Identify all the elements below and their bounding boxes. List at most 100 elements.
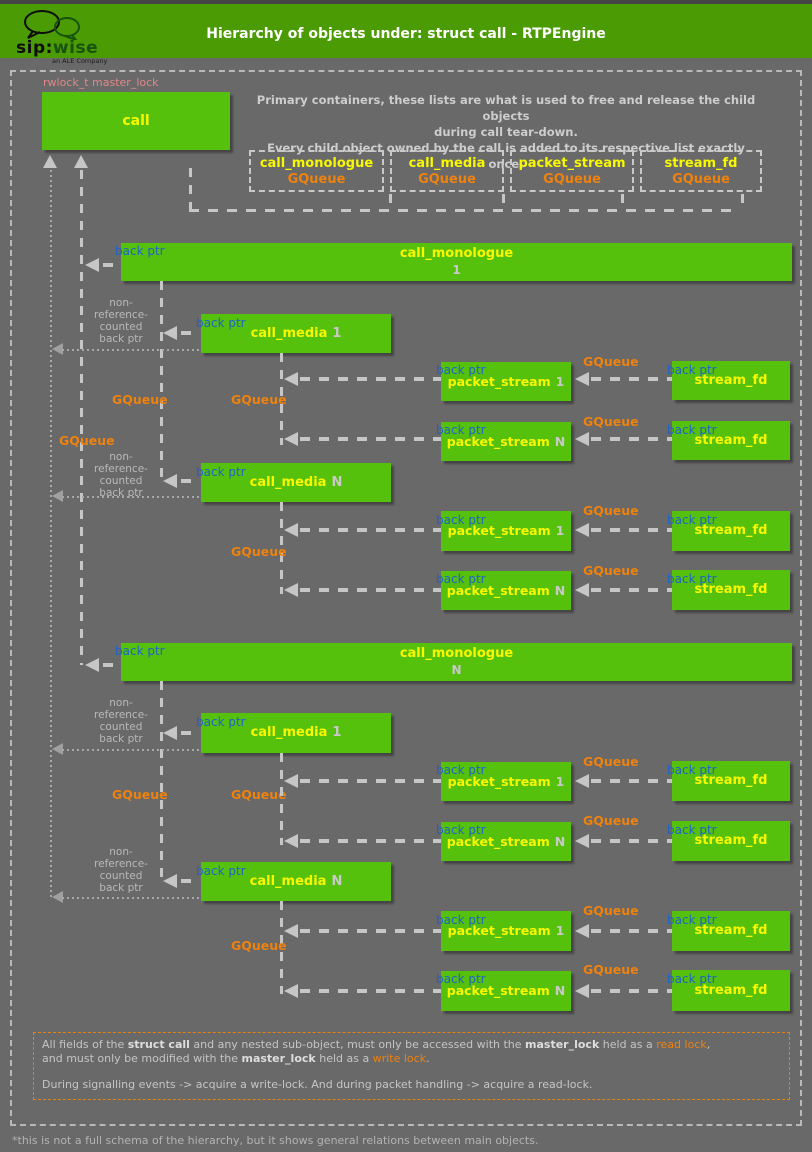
- left-arrowhead: [284, 924, 298, 938]
- container-name: packet_stream: [518, 156, 626, 171]
- packet-back-ptr-line: [300, 989, 441, 993]
- box-label: packet_stream: [447, 774, 551, 789]
- brand-text: sip:wise: [16, 38, 98, 58]
- packet-stream-box: packet_stream 1: [441, 911, 571, 951]
- back-ptr-arrow-dash: [181, 331, 195, 335]
- stream-fd-box: stream_fd: [672, 570, 790, 610]
- note-line-2: and must only be modified with the maste…: [42, 1052, 781, 1066]
- fd-gqueue-line: [591, 588, 672, 592]
- back-ptr-arrow-dash: [181, 879, 195, 883]
- stream-gqueue-line: [280, 353, 283, 445]
- back-ptr-label: back ptr: [436, 913, 486, 927]
- box-index: N: [554, 434, 566, 449]
- box-index: 1: [555, 523, 565, 538]
- stream-fd-box: stream_fd: [672, 970, 790, 1011]
- left-arrowhead-dotted: [52, 343, 63, 355]
- call-media-box-n-n: call_media N: [201, 862, 391, 901]
- back-ptr-label: back ptr: [436, 972, 486, 986]
- back-ptr-label: back ptr: [436, 423, 486, 437]
- box-label: stream_fd: [694, 923, 768, 938]
- back-ptr-arrow-dash: [103, 663, 115, 667]
- back-ptr-label: back ptr: [667, 513, 717, 527]
- monologue-gqueue-line: [80, 170, 83, 665]
- back-ptr-label: back ptr: [436, 572, 486, 586]
- sipwise-logo: sip:wise an ALE Company: [14, 10, 134, 65]
- gqueue-label: GQueue: [583, 962, 639, 977]
- gqueue-label: GQueue: [583, 503, 639, 518]
- gqueue-label: GQueue: [112, 787, 168, 802]
- primary-note-line-2: during call tear-down.: [434, 125, 578, 139]
- left-arrowhead: [163, 726, 177, 740]
- non-ref-back-ptr-label: non- reference- counted back ptr: [94, 846, 148, 894]
- box-index: 1: [332, 326, 342, 341]
- packet-back-ptr-line: [300, 839, 441, 843]
- container-type: GQueue: [287, 172, 346, 187]
- box-label: stream_fd: [694, 833, 768, 848]
- box-label: stream_fd: [694, 373, 768, 388]
- box-index: N: [331, 475, 343, 490]
- container-type: GQueue: [543, 172, 601, 187]
- back-ptr-label: back ptr: [667, 823, 717, 837]
- note-bold: master_lock: [525, 1038, 600, 1051]
- container-type: GQueue: [672, 172, 730, 187]
- back-ptr-label: back ptr: [436, 513, 486, 527]
- container-drop-line: [741, 194, 744, 209]
- fd-gqueue-line: [591, 437, 672, 441]
- note-spacer: [42, 1065, 781, 1078]
- left-arrowhead-dotted: [52, 490, 63, 502]
- container-connector-stub: [189, 168, 192, 211]
- box-label: stream_fd: [694, 523, 768, 538]
- packet-back-ptr-line: [300, 779, 441, 783]
- gqueue-label: GQueue: [583, 903, 639, 918]
- back-ptr-label: back ptr: [196, 864, 246, 878]
- back-ptr-label: back ptr: [436, 823, 486, 837]
- container-connector-line: [189, 209, 740, 212]
- container-type: GQueue: [418, 172, 476, 187]
- gqueue-label: GQueue: [583, 414, 639, 429]
- stream-gqueue-line: [280, 753, 283, 845]
- back-ptr-label: back ptr: [115, 244, 165, 258]
- back-ptr-label: back ptr: [667, 972, 717, 986]
- note-line-3: During signalling events -> acquire a wr…: [42, 1078, 593, 1091]
- packet-stream-box: packet_stream N: [441, 422, 571, 461]
- back-ptr-label: back ptr: [667, 913, 717, 927]
- box-index: 1: [555, 774, 565, 789]
- left-arrowhead-dotted: [52, 743, 63, 755]
- note-bold: struct call: [127, 1038, 190, 1051]
- up-arrowhead-non-ref: [43, 155, 57, 168]
- box-label: call_media: [249, 874, 327, 889]
- gqueue-label: GQueue: [583, 354, 639, 369]
- back-ptr-label: back ptr: [667, 763, 717, 777]
- packet-back-ptr-line: [300, 377, 441, 381]
- non-ref-arrow-line: [62, 349, 201, 351]
- container-drop-line: [502, 194, 505, 209]
- box-label: call_media: [249, 475, 327, 490]
- back-ptr-arrow-dash: [181, 731, 195, 735]
- box-label: call_monologue: [399, 646, 514, 661]
- fd-gqueue-line: [591, 779, 672, 783]
- box-label: call_monologue: [399, 246, 514, 261]
- box-label: stream_fd: [694, 983, 768, 998]
- left-arrowhead-dotted: [52, 891, 63, 903]
- gqueue-label: GQueue: [583, 563, 639, 578]
- gqueue-label: GQueue: [583, 754, 639, 769]
- left-arrowhead: [575, 583, 589, 597]
- back-ptr-arrow-dash: [103, 263, 115, 267]
- non-ref-back-ptr-label: non- reference- counted back ptr: [94, 297, 148, 345]
- speech-bubbles-icon: [24, 10, 80, 40]
- note-text: .: [426, 1051, 430, 1065]
- box-label: stream_fd: [694, 433, 768, 448]
- packet-stream-box: packet_stream 1: [441, 362, 571, 401]
- call-box: call: [42, 92, 230, 150]
- box-label: stream_fd: [694, 773, 768, 788]
- container-box-packet-stream: packet_stream GQueue: [510, 150, 634, 192]
- primary-note-line-1: Primary containers, these lists are what…: [256, 93, 756, 123]
- left-arrowhead: [575, 984, 589, 998]
- up-arrowhead-monologue-queue: [74, 155, 88, 168]
- page-title: Hierarchy of objects under: struct call …: [206, 26, 606, 42]
- box-index: N: [451, 663, 462, 677]
- call-monologue-box-n: call_monologue N: [121, 643, 792, 681]
- left-arrowhead: [163, 326, 177, 340]
- left-arrowhead: [163, 474, 177, 488]
- brand-wise: wise: [52, 38, 99, 58]
